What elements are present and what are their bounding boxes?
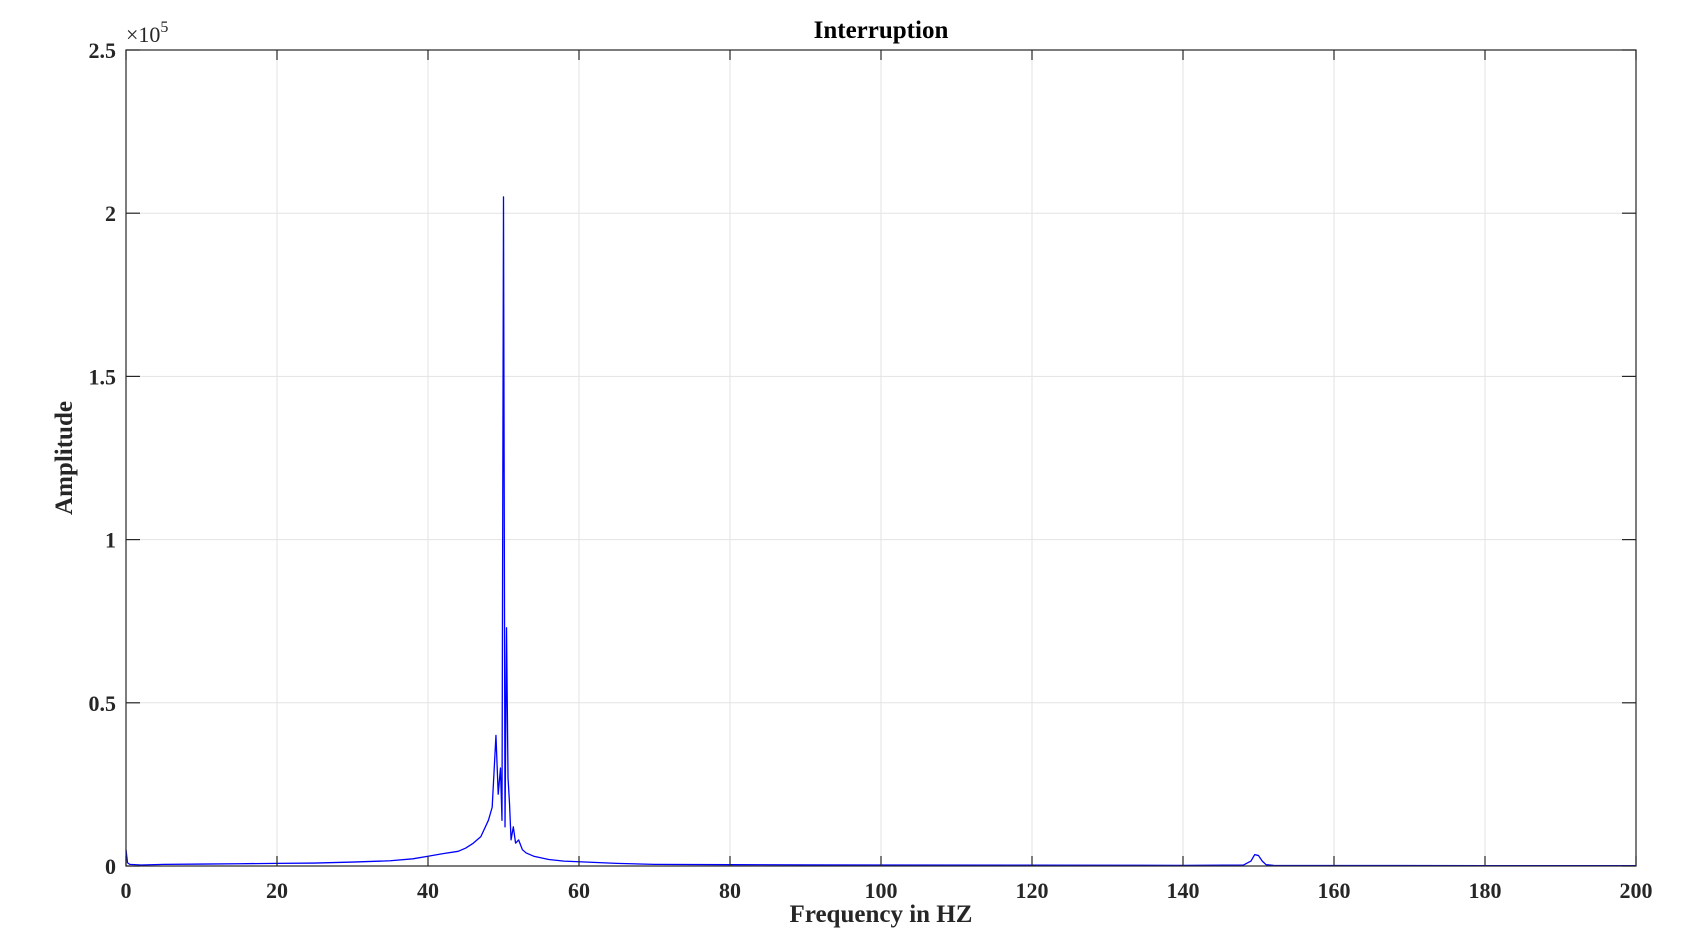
y-tick-label: 2.5 (89, 38, 117, 63)
series-layer (125, 196, 1636, 867)
y-exponent-base: ×10 (126, 22, 160, 47)
x-tick-labels: 0 20 40 60 80 100 120 140 160 180 200 (121, 878, 1653, 903)
y-tick-label: 1 (105, 528, 116, 553)
x-tick-label: 40 (417, 878, 439, 903)
x-tick-label: 80 (719, 878, 741, 903)
tick-marks (125, 49, 1637, 867)
x-tick-label: 60 (568, 878, 590, 903)
y-exponent-label: ×105 (126, 19, 168, 47)
y-tick-label: 0.5 (89, 691, 117, 716)
x-tick-label: 0 (121, 878, 132, 903)
y-exponent-power: 5 (160, 19, 168, 36)
x-tick-label: 140 (1167, 878, 1200, 903)
y-axis-label: Amplitude (51, 401, 78, 515)
x-tick-label: 180 (1469, 878, 1502, 903)
y-tick-labels: 0 0.5 1 1.5 2 2.5 (89, 38, 117, 879)
y-tick-label: 0 (105, 854, 116, 879)
x-tick-label: 200 (1620, 878, 1653, 903)
x-tick-label: 100 (865, 878, 898, 903)
series-line (125, 196, 1636, 867)
x-tick-label: 120 (1016, 878, 1049, 903)
y-tick-label: 2 (105, 201, 116, 226)
x-axis-label: Frequency in HZ (790, 901, 973, 928)
x-tick-label: 20 (266, 878, 288, 903)
chart-title: Interruption (814, 17, 949, 44)
x-tick-label: 160 (1318, 878, 1351, 903)
y-tick-label: 1.5 (89, 364, 117, 389)
